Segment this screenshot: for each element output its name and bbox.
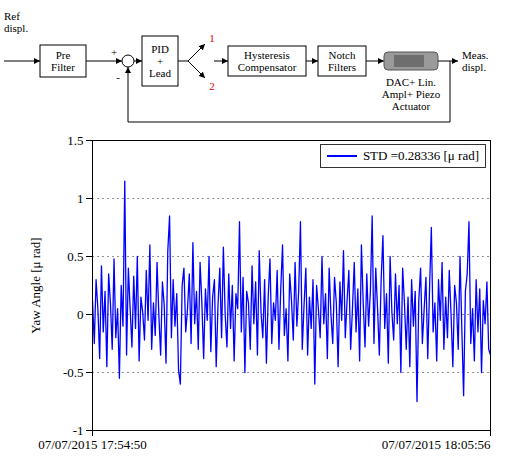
svg-text:PID: PID — [151, 43, 169, 55]
svg-text:1: 1 — [77, 191, 84, 206]
svg-text:1: 1 — [209, 32, 215, 44]
svg-text:-: - — [116, 71, 120, 83]
svg-text:-0.5: -0.5 — [63, 365, 84, 380]
svg-text:Notch: Notch — [329, 49, 356, 61]
svg-text:Meas.: Meas. — [462, 49, 489, 61]
svg-text:Pre: Pre — [56, 49, 71, 61]
svg-text:0: 0 — [77, 307, 84, 322]
svg-text:displ.: displ. — [4, 22, 28, 34]
svg-text:+: + — [157, 55, 163, 67]
svg-text:2: 2 — [209, 80, 215, 92]
html-text:STD =0.28336 [μ rad]: STD =0.28336 [μ rad] — [362, 148, 479, 163]
svg-text:DAC+ Lin.: DAC+ Lin. — [386, 76, 436, 88]
svg-text:Ref: Ref — [4, 10, 20, 22]
svg-text:+: + — [111, 46, 117, 58]
svg-text:-1: -1 — [73, 423, 84, 438]
svg-text:Actuator: Actuator — [392, 100, 431, 112]
svg-text:07/07/2015 18:05:56: 07/07/2015 18:05:56 — [382, 437, 491, 452]
svg-text:0.5: 0.5 — [67, 249, 83, 264]
svg-text:Lead: Lead — [149, 67, 171, 79]
svg-text:Filter: Filter — [51, 61, 75, 73]
svg-text:Compensator: Compensator — [238, 61, 297, 73]
svg-text:1.5: 1.5 — [67, 133, 83, 148]
svg-text:Ampl+ Piezo: Ampl+ Piezo — [382, 88, 441, 100]
svg-text:07/07/2015 17:54:50: 07/07/2015 17:54:50 — [38, 437, 147, 452]
svg-text:Filters: Filters — [328, 61, 356, 73]
svg-text:displ.: displ. — [462, 61, 486, 73]
svg-text:Hysteresis: Hysteresis — [244, 49, 290, 61]
svg-text:Yaw Angle [μ rad]: Yaw Angle [μ rad] — [28, 237, 43, 333]
